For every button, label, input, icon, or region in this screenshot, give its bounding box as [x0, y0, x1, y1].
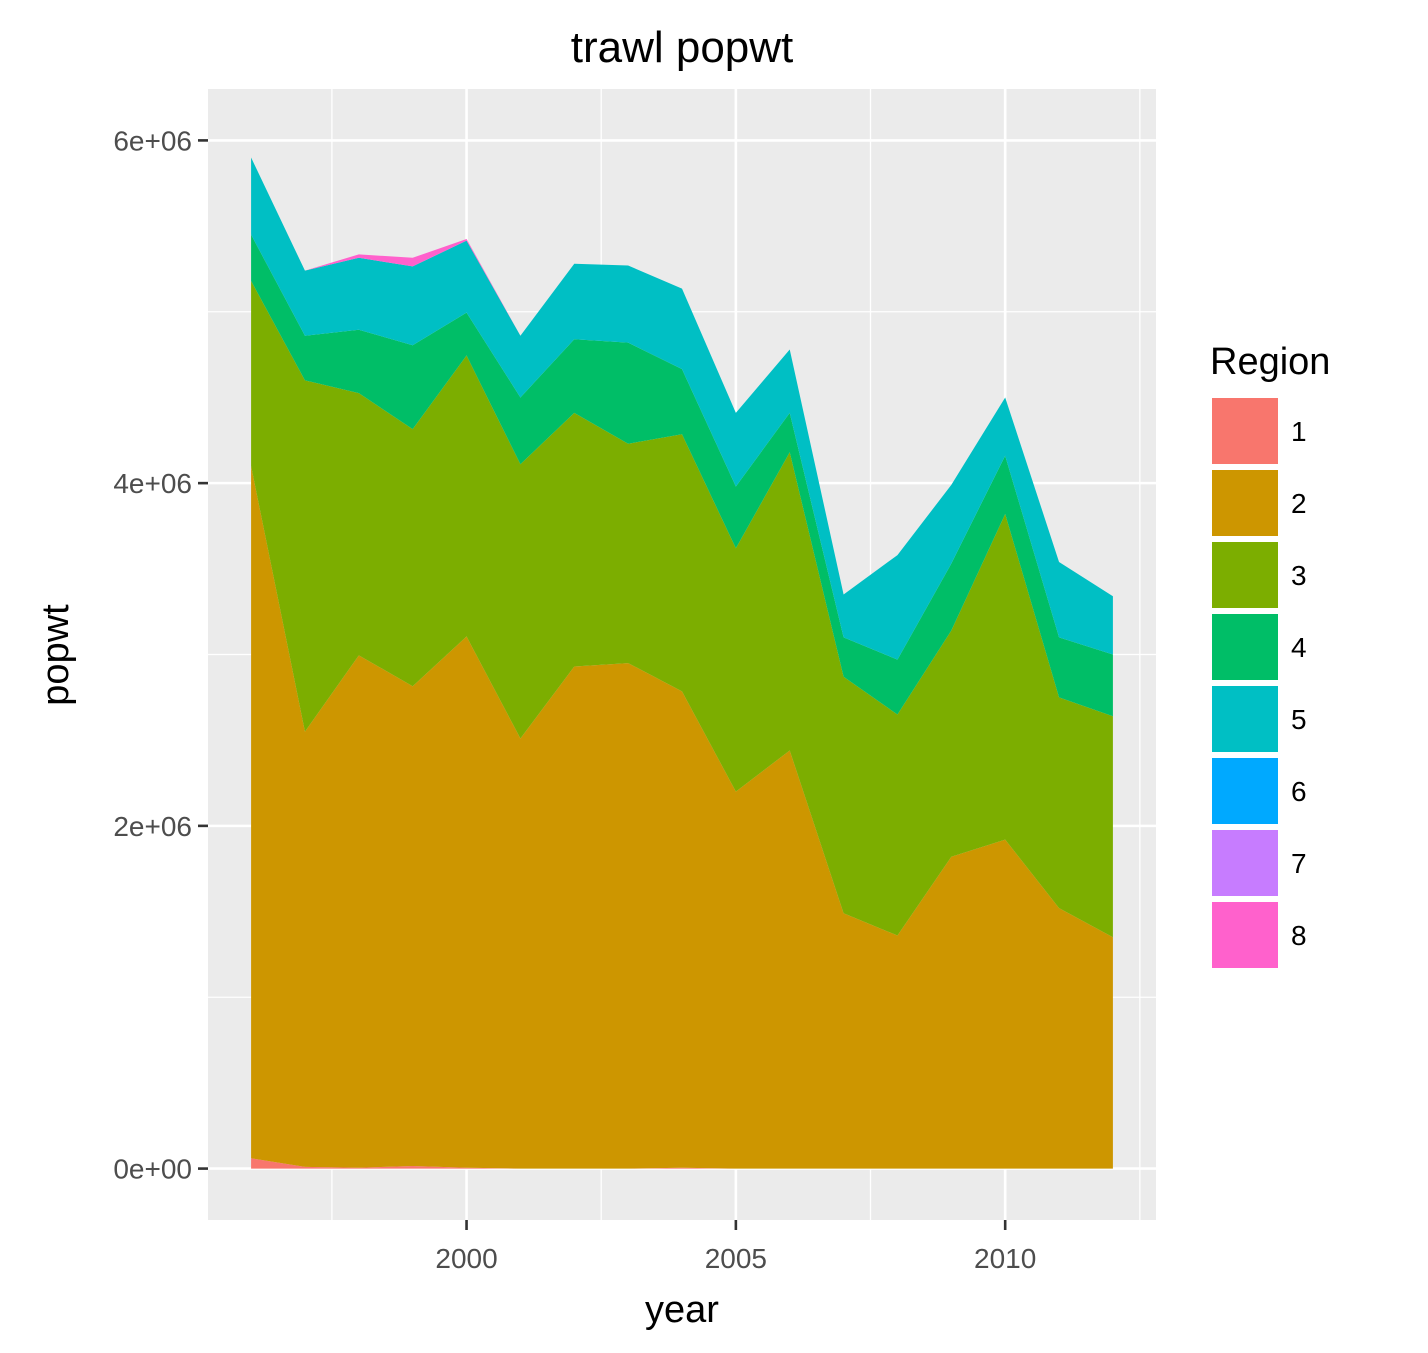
legend-key-4 [1212, 614, 1278, 680]
chart-title: trawl popwt [571, 23, 794, 72]
legend-key-1 [1212, 398, 1278, 464]
y-tick-label: 6e+06 [113, 125, 192, 156]
legend-key-8 [1212, 902, 1278, 968]
area-region-1 [251, 1158, 1113, 1169]
x-axis-title: year [645, 1289, 719, 1331]
legend-key-6 [1212, 758, 1278, 824]
y-axis-title: popwt [35, 604, 77, 706]
legend-key-5 [1212, 686, 1278, 752]
legend-label-7: 7 [1291, 848, 1307, 879]
legend-label-8: 8 [1291, 920, 1307, 951]
legend-title: Region [1210, 341, 1330, 383]
legend-label-1: 1 [1291, 416, 1307, 447]
x-tick-label: 2000 [435, 1243, 497, 1274]
legend-key-7 [1212, 830, 1278, 896]
y-tick-label: 2e+06 [113, 811, 192, 842]
axes: 2000 2005 2010 0e+00 2e+06 4e+06 6e+06 [113, 125, 1036, 1274]
area-series [251, 157, 1113, 1169]
legend-label-5: 5 [1291, 704, 1307, 735]
legend-label-6: 6 [1291, 776, 1307, 807]
area-region-2 [251, 466, 1113, 1169]
area-region-3 [251, 280, 1113, 938]
legend-label-3: 3 [1291, 560, 1307, 591]
y-tick-label: 4e+06 [113, 468, 192, 499]
area-region-5 [251, 157, 1113, 660]
legend-label-4: 4 [1291, 632, 1307, 663]
legend-label-2: 2 [1291, 488, 1307, 519]
x-tick-label: 2010 [974, 1243, 1036, 1274]
legend: Region 1 2 3 4 5 6 7 8 [1210, 341, 1330, 968]
x-tick-label: 2005 [705, 1243, 767, 1274]
y-tick-label: 0e+00 [113, 1154, 192, 1185]
legend-key-2 [1212, 470, 1278, 536]
legend-key-3 [1212, 542, 1278, 608]
area-region-4 [251, 234, 1113, 717]
